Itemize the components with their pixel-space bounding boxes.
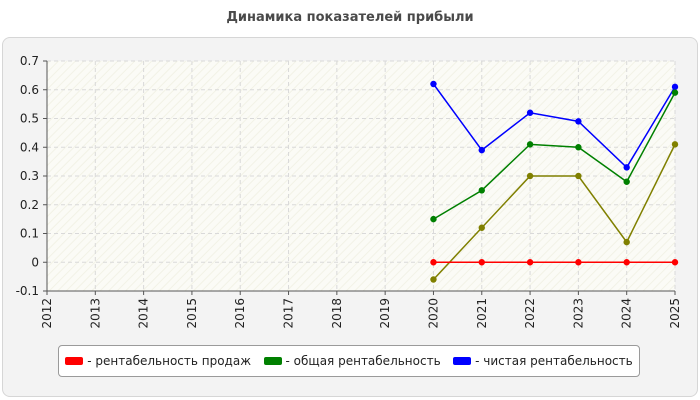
data-point bbox=[478, 146, 485, 154]
data-point bbox=[623, 178, 630, 185]
x-tick-label: 2023 bbox=[571, 298, 585, 329]
data-point bbox=[623, 164, 630, 171]
data-point bbox=[671, 89, 679, 96]
data-point bbox=[623, 238, 630, 246]
x-tick-label: 2014 bbox=[137, 298, 151, 329]
x-tick-label: 2020 bbox=[426, 298, 440, 329]
legend-label: - рентабельность продаж bbox=[87, 354, 252, 368]
data-point bbox=[430, 80, 437, 88]
x-tick-label: 2022 bbox=[523, 298, 537, 329]
data-point bbox=[575, 118, 582, 125]
data-point bbox=[526, 259, 534, 266]
data-point bbox=[478, 187, 485, 194]
x-tick-label: 2025 bbox=[668, 298, 682, 329]
y-tick-label: 0.7 bbox=[20, 54, 39, 68]
legend-item: - чистая рентабельность bbox=[453, 354, 633, 368]
y-tick-label: 0.2 bbox=[20, 198, 39, 212]
x-tick-label: 2012 bbox=[40, 298, 54, 329]
data-point bbox=[575, 259, 582, 266]
data-point bbox=[526, 141, 534, 148]
data-point bbox=[430, 259, 437, 266]
y-tick-label: 0 bbox=[31, 255, 39, 269]
y-tick-label: 0.5 bbox=[20, 112, 39, 126]
legend-item: - общая рентабельность bbox=[263, 354, 441, 368]
data-point bbox=[478, 224, 485, 231]
y-tick-label: 0.1 bbox=[20, 227, 39, 241]
legend-swatch bbox=[453, 357, 472, 365]
data-point bbox=[478, 259, 485, 266]
legend-label: - общая рентабельность bbox=[285, 354, 441, 368]
y-tick-label: 0.4 bbox=[20, 140, 39, 154]
data-point bbox=[430, 215, 437, 223]
x-tick-label: 2018 bbox=[330, 298, 344, 329]
series-line bbox=[433, 92, 676, 220]
data-point bbox=[575, 172, 582, 180]
x-tick-label: 2024 bbox=[620, 298, 634, 329]
x-tick-label: 2021 bbox=[475, 298, 489, 329]
chart-title: Динамика показателей прибыли bbox=[226, 10, 474, 25]
data-point bbox=[430, 276, 437, 283]
x-tick-label: 2015 bbox=[185, 298, 199, 329]
series-line bbox=[432, 83, 676, 169]
data-point bbox=[671, 259, 679, 266]
data-point bbox=[671, 83, 679, 91]
data-point bbox=[623, 259, 630, 266]
legend-item: - рентабельность продаж bbox=[65, 354, 251, 368]
legend-swatch bbox=[263, 357, 282, 365]
y-tick-label: 0.6 bbox=[20, 83, 39, 97]
legend-label: - чистая рентабельность bbox=[475, 354, 633, 368]
x-tick-label: 2016 bbox=[233, 298, 247, 329]
x-tick-label: 2017 bbox=[282, 298, 296, 329]
legend-swatch bbox=[65, 357, 84, 365]
legend: - рентабельность продаж - общая рентабель… bbox=[58, 345, 640, 377]
x-tick-label: 2013 bbox=[88, 298, 102, 329]
series-line bbox=[432, 144, 676, 281]
data-point bbox=[575, 144, 582, 151]
data-point bbox=[526, 172, 534, 180]
y-tick-label: -0.1 bbox=[16, 284, 39, 298]
y-tick-label: 0.3 bbox=[20, 169, 39, 183]
data-point bbox=[671, 141, 679, 148]
x-tick-label: 2019 bbox=[378, 298, 392, 329]
data-point bbox=[526, 109, 534, 116]
